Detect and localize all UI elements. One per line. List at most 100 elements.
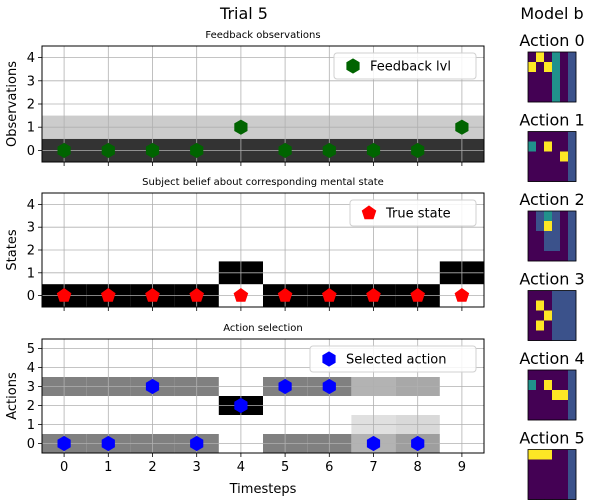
matrix-cell: [560, 330, 569, 341]
matrix-cell: [560, 151, 569, 162]
matrix-cell: [560, 221, 569, 232]
figure-title: Trial 5: [219, 4, 268, 23]
matrix-cell: [536, 141, 545, 152]
tick-label-y: 4: [27, 198, 35, 213]
matrix-cell: [536, 330, 545, 341]
matrix-cell: [552, 131, 561, 142]
matrix-cell: [536, 390, 545, 401]
matrix-cell: [560, 72, 569, 83]
axes-frame: [41, 192, 485, 308]
matrix-cell: [544, 211, 553, 222]
matrix-cell: [568, 300, 577, 311]
matrix-cell: [528, 62, 537, 73]
matrix-cell: [536, 449, 545, 460]
matrix-cell: [544, 370, 553, 381]
matrix-cell: [536, 231, 545, 242]
matrix-cell: [552, 459, 561, 470]
matrix-cell: [552, 251, 561, 262]
matrix-cell: [536, 410, 545, 421]
matrix-cell: [528, 141, 537, 152]
legend: Feedback lvl: [333, 52, 477, 80]
matrix-cell: [544, 52, 553, 63]
matrix-cell: [560, 141, 569, 152]
tick-label-x: 1: [104, 460, 112, 475]
matrix-cell: [528, 310, 537, 321]
legend-marker: [322, 351, 336, 367]
panels: Feedback observations 0 1 2 3 4 Observations Fe…: [5, 30, 485, 497]
data-point: [57, 142, 71, 158]
matrix-cell: [568, 469, 577, 480]
matrix-cell: [552, 141, 561, 152]
matrix-cell: [544, 310, 553, 321]
matrix-frame: [527, 290, 577, 341]
data-point: [277, 287, 293, 302]
matrix-cell: [528, 300, 537, 311]
matrix-cell: [560, 469, 569, 480]
matrix-cell: [536, 320, 545, 331]
tick-label-y: 3: [27, 380, 35, 395]
legend-marker: [346, 58, 360, 74]
data-point: [101, 435, 115, 452]
y-axis-label: States: [5, 229, 20, 270]
tick-label-y: 1: [27, 418, 35, 433]
matrix-cell: [552, 390, 561, 401]
x-axis-label: Timesteps: [229, 482, 297, 497]
data-point: [366, 287, 381, 302]
matrix-cell: [528, 320, 537, 331]
y-axis-label: Actions: [5, 372, 20, 420]
matrix-cell: [536, 489, 545, 500]
matrix-cell: [528, 52, 537, 63]
data-point: [190, 142, 204, 158]
matrix-5: Action 5: [519, 429, 585, 500]
matrix-cell: [544, 62, 553, 73]
matrix-cell: [568, 131, 577, 142]
matrix-cell: [536, 241, 545, 252]
matrix-cell: [560, 161, 569, 172]
panel-title: Feedback observations: [205, 30, 320, 41]
matrix-cell: [568, 151, 577, 162]
matrix-2: Action 2: [519, 190, 585, 262]
matrix-cell: [528, 410, 537, 421]
tick-label-x: 0: [60, 460, 68, 475]
tick-label-y: 0: [27, 144, 35, 159]
matrix-cell: [568, 171, 577, 182]
legend-box: [349, 199, 477, 227]
matrix-cell: [536, 310, 545, 321]
matrix-cell: [536, 151, 545, 162]
action-matrices: Action 0 Action 1 Action 2 Action 3 Action 4…: [519, 31, 585, 500]
data-point: [56, 287, 72, 302]
matrix-cell: [560, 131, 569, 142]
matrix-cell: [560, 171, 569, 182]
matrix-4: Action 4: [519, 349, 585, 421]
matrix-cell: [560, 410, 569, 421]
matrix-cell: [552, 410, 561, 421]
data-point: [278, 378, 292, 395]
matrix-cell: [552, 370, 561, 381]
data-point: [145, 378, 160, 395]
matrix-cell: [536, 400, 545, 411]
matrix-cell: [568, 479, 577, 490]
matrix-cell: [560, 211, 569, 222]
data-point: [322, 378, 336, 395]
matrix-cell: [528, 390, 537, 401]
matrix-cell: [528, 370, 537, 381]
data-point: [145, 142, 160, 158]
legend-label: Selected action: [346, 353, 447, 368]
matrix-cell: [568, 400, 577, 411]
matrix-cell: [528, 489, 537, 500]
matrix-cell: [536, 300, 545, 311]
data-point: [366, 142, 381, 158]
matrix-cell: [528, 400, 537, 411]
data-point: [322, 287, 337, 302]
matrix-cell: [536, 82, 545, 93]
matrix-cell: [568, 141, 577, 152]
matrix-cell: [568, 62, 577, 73]
matrix-cell: [568, 489, 577, 500]
matrix-cell: [568, 310, 577, 321]
matrix-cell: [552, 400, 561, 411]
matrix-title: Action 4: [519, 349, 584, 368]
matrix-cell: [568, 92, 577, 103]
matrix-cell: [528, 330, 537, 341]
matrix-cell: [544, 390, 553, 401]
